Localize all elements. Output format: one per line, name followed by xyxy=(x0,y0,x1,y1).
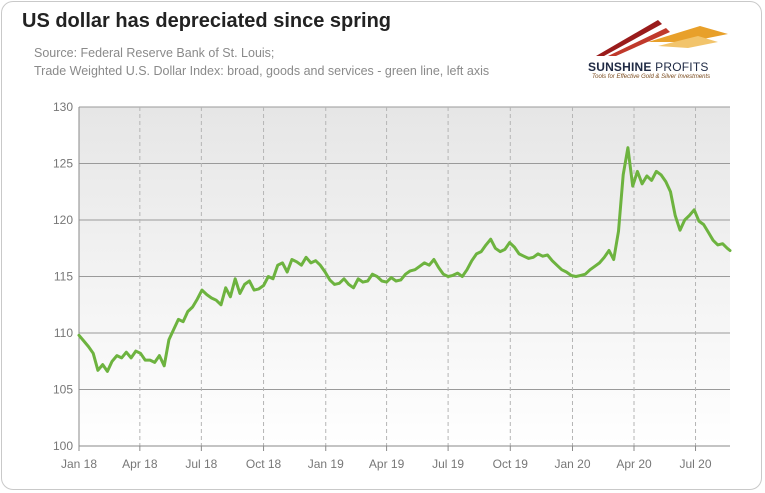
y-tick-labels: 100 105 110 115 120 125 130 xyxy=(53,100,73,453)
x-tick-label-9: Apr 20 xyxy=(616,457,652,471)
x-tick-label-7: Oct 19 xyxy=(493,457,529,471)
x-tick-label-3: Oct 18 xyxy=(246,457,282,471)
source-line-1: Source: Federal Reserve Bank of St. Loui… xyxy=(34,46,275,60)
sunshine-profits-logo: SUNSHINE PROFITS Tools for Effective Gol… xyxy=(588,16,738,86)
chart-source-note: Source: Federal Reserve Bank of St. Loui… xyxy=(34,44,489,80)
series-line-0 xyxy=(77,146,732,373)
axes xyxy=(78,107,730,447)
logo-stripes-icon xyxy=(596,20,728,56)
series-layer xyxy=(77,146,732,373)
logo-name-bold: SUNSHINE xyxy=(588,60,652,74)
y-tick-label-115: 115 xyxy=(54,270,73,284)
vertical-gridlines xyxy=(78,107,697,451)
x-tick-labels: Jan 18 Apr 18 Jul 18 Oct 18 Jan 19 Apr 19 Jul … xyxy=(61,457,712,471)
y-tick-label-100: 100 xyxy=(53,439,73,453)
x-tick-label-4: Jan 19 xyxy=(308,457,344,471)
x-tick-label-6: Jul 19 xyxy=(432,457,464,471)
source-line-2: Trade Weighted U.S. Dollar Index: broad,… xyxy=(34,64,490,78)
y-tick-label-110: 110 xyxy=(54,326,73,340)
x-tick-label-2: Jul 18 xyxy=(185,457,217,471)
x-tick-label-1: Apr 18 xyxy=(122,457,158,471)
x-tick-label-5: Apr 19 xyxy=(369,457,405,471)
x-tick-label-0: Jan 18 xyxy=(61,457,97,471)
logo-name: SUNSHINE PROFITS xyxy=(588,60,709,74)
logo-name-light: PROFITS xyxy=(651,60,709,74)
y-tick-label-130: 130 xyxy=(53,100,73,114)
chart-title: US dollar has depreciated since spring xyxy=(22,10,392,32)
x-tick-label-8: Jan 20 xyxy=(554,457,590,471)
x-tick-label-10: Jul 20 xyxy=(680,457,712,471)
y-tick-label-120: 120 xyxy=(53,213,73,227)
y-tick-label-105: 105 xyxy=(53,383,73,397)
logo-tagline: Tools for Effective Gold & Silver Invest… xyxy=(592,74,711,80)
y-tick-label-125: 125 xyxy=(53,157,73,171)
